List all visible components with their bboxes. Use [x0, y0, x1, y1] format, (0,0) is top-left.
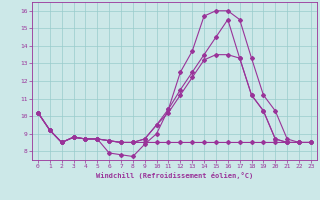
- X-axis label: Windchill (Refroidissement éolien,°C): Windchill (Refroidissement éolien,°C): [96, 172, 253, 179]
